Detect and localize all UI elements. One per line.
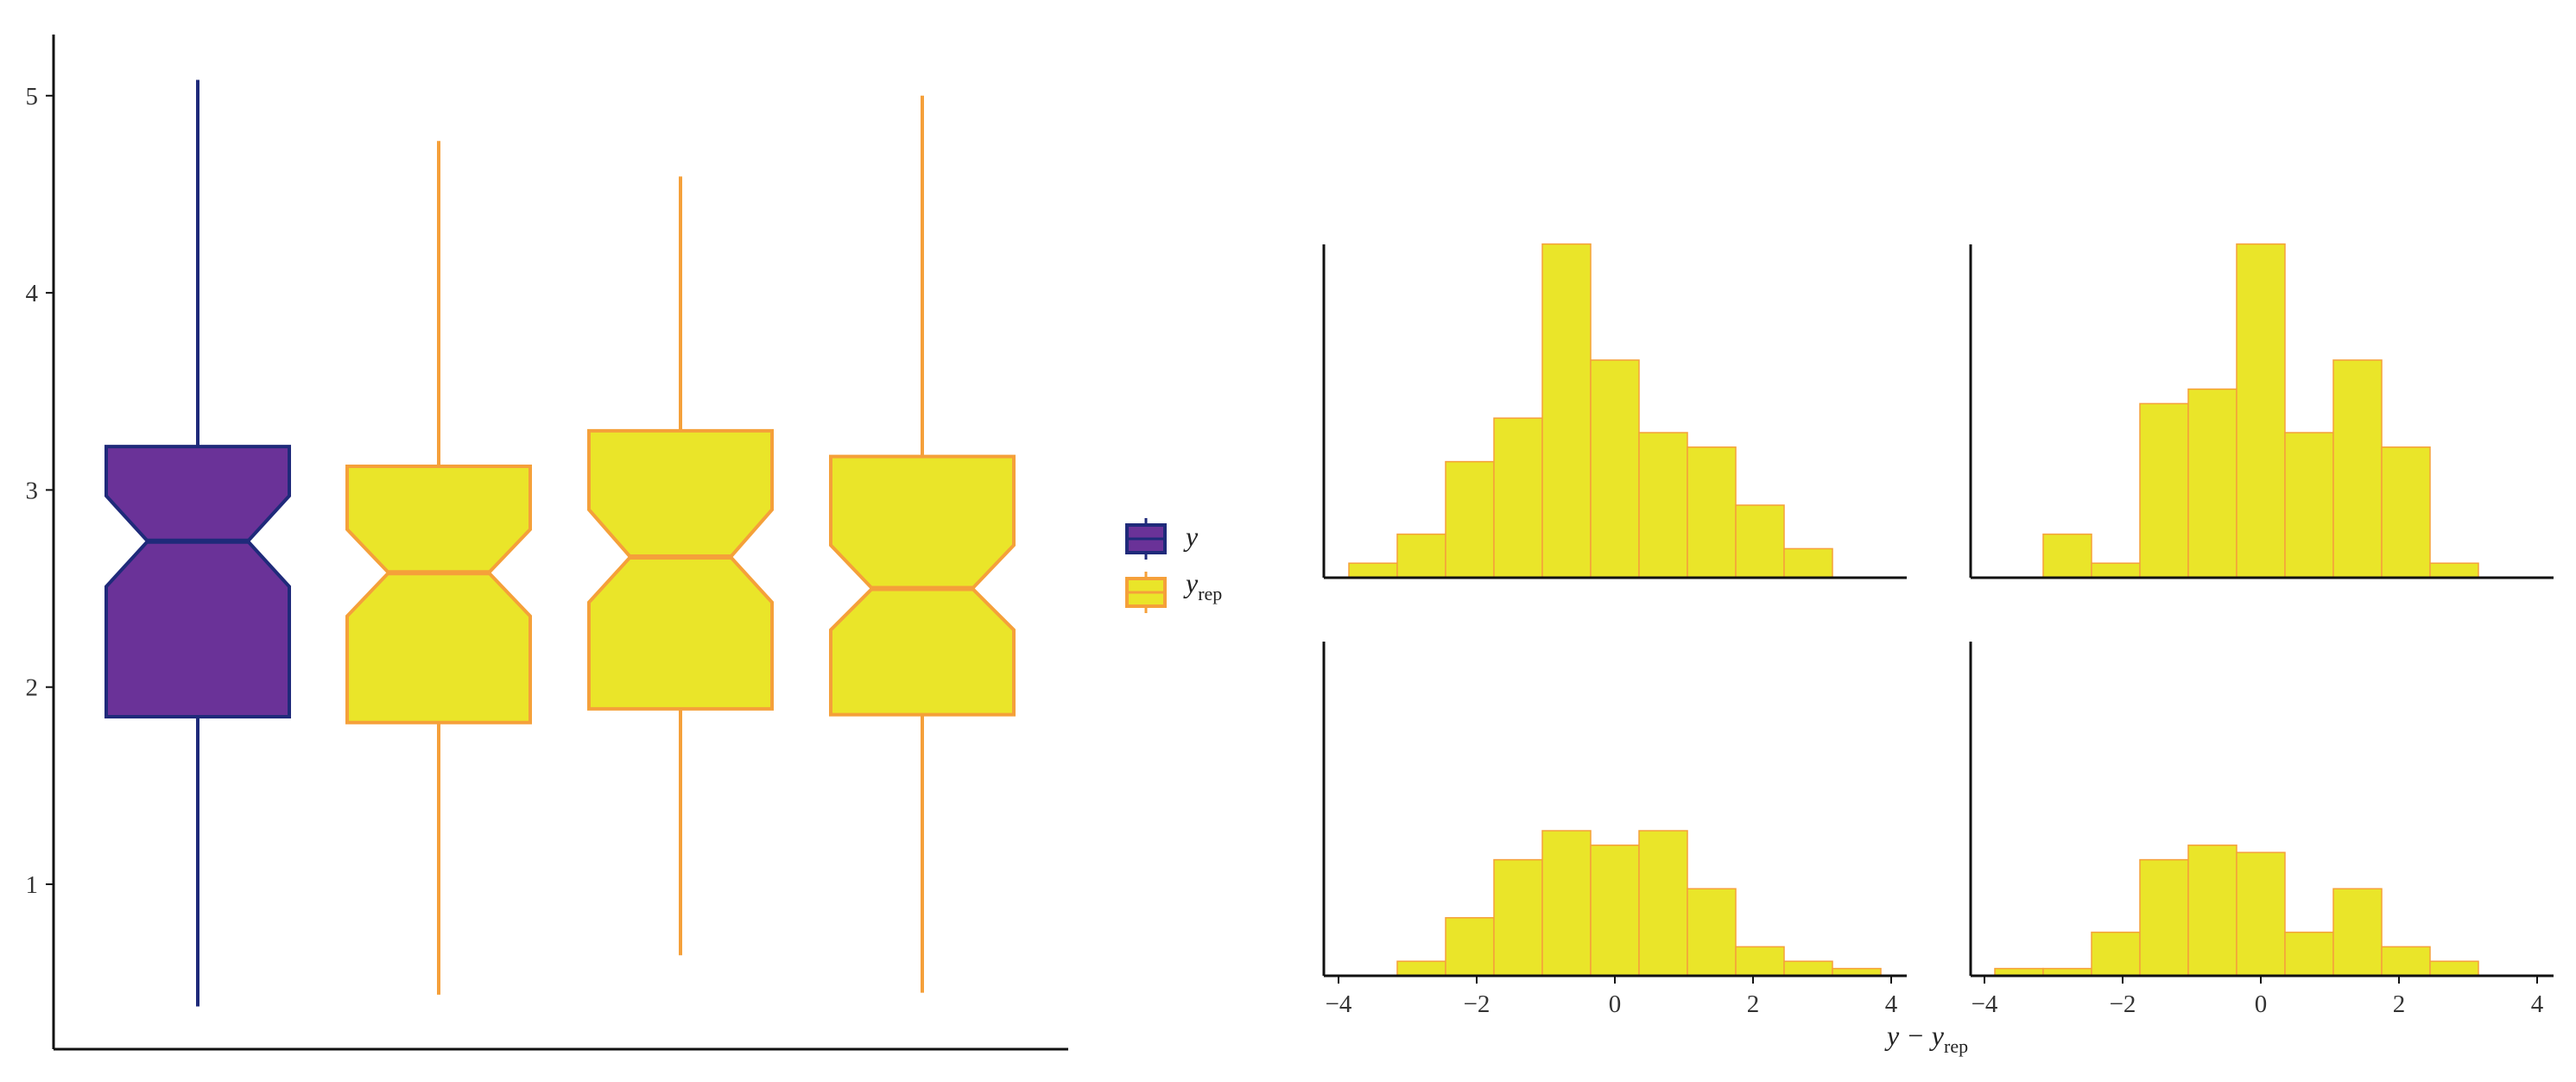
boxplot-y-tick-label: 5: [26, 83, 39, 111]
histogram-x-tick-label: 2: [2393, 990, 2406, 1018]
histogram-bar: [2091, 931, 2141, 977]
boxplot-box-3: [587, 176, 774, 956]
boxplot-panel: 1 2 3 4 5: [26, 35, 1068, 1051]
histogram-x-tick-label: −2: [2110, 990, 2136, 1018]
histogram-bar: [2381, 946, 2431, 977]
histogram-bar: [2381, 446, 2431, 579]
boxplot-y-tick-label: 4: [26, 280, 39, 307]
legend-key-yrep: [1125, 572, 1167, 613]
histogram-bar: [1541, 830, 1592, 977]
histogram-x-tick-label: 4: [1885, 990, 1898, 1018]
histogram-bar: [1735, 504, 1785, 579]
boxplot-axes: [52, 35, 1068, 1051]
histogram-x-tick-label: −4: [1972, 990, 1998, 1018]
histogram-x-tick-label: 4: [2531, 990, 2544, 1018]
histogram-bar: [1445, 460, 1495, 579]
boxplot-boxes: [104, 79, 1016, 1007]
histogram-bar: [1735, 946, 1785, 977]
histogram-bar: [2091, 562, 2141, 579]
histogram-bar: [1396, 960, 1446, 977]
histogram-bar: [2429, 960, 2479, 977]
histogram-bar: [1687, 888, 1737, 977]
histogram-bar: [2187, 845, 2237, 977]
boxplot-y-tick-label: 2: [26, 674, 39, 702]
histogram-panel-3: −4 −2 0 2 4: [1322, 642, 1907, 1018]
histogram-bar: [2139, 402, 2189, 579]
histogram-bar: [1638, 830, 1688, 977]
histogram-x-tick-label: 2: [1747, 990, 1760, 1018]
box-body: [345, 465, 532, 724]
histogram-bar: [2332, 359, 2383, 579]
histogram-panel-2: [1969, 243, 2554, 579]
histogram-x-tick-label: 0: [1609, 990, 1622, 1018]
boxplot-box-4: [829, 95, 1016, 993]
histogram-bar: [1687, 446, 1737, 579]
legend-key-y: [1125, 518, 1167, 560]
legend-label-yrep: yrep: [1183, 567, 1222, 604]
boxplot-y-tick-label: 3: [26, 477, 39, 504]
histogram-bar: [2236, 243, 2286, 579]
histogram-bar: [2187, 388, 2237, 579]
histogram-bar: [2139, 858, 2189, 977]
boxplot-y-tick-label: 1: [26, 871, 39, 899]
histogram-bar: [1541, 243, 1592, 579]
histogram-panel-4: −4 −2 0 2 4: [1969, 642, 2554, 1018]
legend-label-yrep-sub: rep: [1198, 583, 1222, 604]
histogram-x-axis-label: y − yrep: [1884, 1020, 1968, 1057]
histogram-bar: [2429, 562, 2479, 579]
histogram-panel-1: [1322, 243, 1907, 579]
histogram-bar: [1638, 432, 1688, 579]
legend-label-yrep-main: y: [1183, 567, 1199, 598]
histogram-x-axis-label-sub: rep: [1944, 1035, 1968, 1057]
histogram-bar: [2236, 851, 2286, 977]
legend: y yrep: [1125, 518, 1222, 613]
boxplot-y-ticks: 1 2 3 4 5: [26, 83, 54, 899]
histogram-bar: [1396, 533, 1446, 579]
histogram-bar: [1590, 359, 1640, 579]
histogram-bar: [1590, 845, 1640, 977]
histogram-bar: [2042, 533, 2092, 579]
boxplot-box-2: [345, 141, 532, 995]
histogram-grid: −4 −2 0 2 4 −4 −2 0 2 4: [1322, 243, 2554, 1018]
box-body: [829, 454, 1016, 717]
histogram-bar: [1783, 960, 1833, 977]
histogram-x-tick-label: −2: [1464, 990, 1491, 1018]
histogram-bar: [1445, 917, 1495, 977]
box-body: [587, 428, 774, 711]
histogram-bar: [2332, 888, 2383, 977]
histogram-bar: [2284, 432, 2334, 579]
histogram-bar: [1493, 858, 1543, 977]
boxplot-box-1: [104, 79, 291, 1007]
histogram-bar: [2284, 931, 2334, 977]
histogram-x-tick-label: −4: [1326, 990, 1352, 1018]
histogram-x-axis-label-main: y − y: [1884, 1020, 1945, 1051]
histogram-bar: [1783, 547, 1833, 579]
histogram-bar: [1493, 417, 1543, 579]
box-body: [104, 445, 291, 718]
histogram-x-tick-label: 0: [2255, 990, 2268, 1018]
histogram-bar: [1348, 562, 1398, 579]
legend-label-y: y: [1183, 521, 1199, 552]
